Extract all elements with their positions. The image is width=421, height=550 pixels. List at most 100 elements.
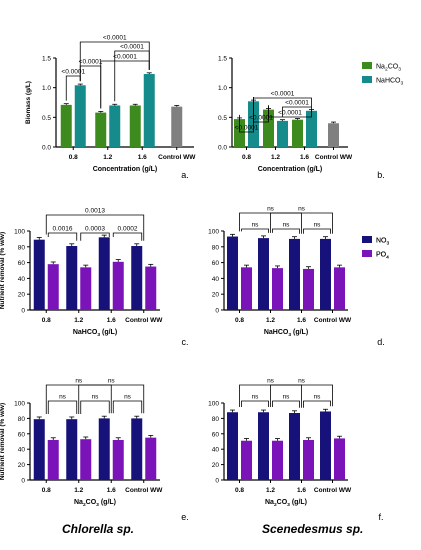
bar-NO3-ControlWW	[131, 246, 143, 310]
significance-label: <0.0001	[278, 110, 302, 117]
significance-label: ns	[59, 394, 67, 401]
bar-PO4-0.8	[241, 267, 252, 310]
significance-label: 0.0002	[118, 226, 138, 233]
bar-NO3-ControlWW	[320, 238, 331, 310]
significance-label: 0.0016	[53, 226, 73, 233]
bar-NO3-ControlWW	[320, 411, 331, 480]
significance-label: ns	[298, 206, 306, 213]
bar-Na2CO3-1.2	[263, 109, 274, 147]
y-tick-label: 0	[21, 308, 25, 315]
significance-label: <0.0001	[79, 59, 103, 66]
x-axis-title: Concentration (g/L)	[258, 166, 323, 173]
legend-swatch	[362, 236, 372, 243]
bar-control-ControlWW	[171, 106, 183, 147]
bar-NO3-1.2	[66, 419, 78, 480]
bar-control-ControlWW	[328, 123, 339, 147]
x-tick-label: Control WW	[125, 317, 163, 324]
y-tick-label: 0	[215, 478, 219, 485]
panel-a: 0.0 0.5 1.0 1.5 0.8 1.2 1.6 Control WW Biomass (…	[25, 35, 196, 181]
significance-label: ns	[108, 378, 116, 385]
y-tick-label: 0.0	[218, 145, 227, 152]
significance-label: ns	[252, 394, 260, 401]
bar-PO4-ControlWW	[145, 437, 157, 480]
panel-letter: c.	[181, 337, 188, 347]
y-tick-label: 1.5	[42, 56, 51, 63]
panel-letter: a.	[181, 170, 189, 180]
x-tick-label: Control WW	[314, 317, 352, 324]
significance-bracket	[241, 400, 269, 408]
significance-bracket	[270, 384, 333, 408]
x-axis-title: Na2CO3 (g/L)	[74, 499, 116, 508]
significance-bracket	[80, 232, 110, 241]
significance-label: <0.0001	[271, 91, 295, 98]
significance-label: <0.0001	[61, 69, 85, 76]
y-tick-label: 0.5	[42, 115, 51, 122]
x-tick-label: 1.2	[266, 317, 275, 324]
y-tick-label: 80	[18, 416, 26, 423]
bar-PO4-ControlWW	[334, 267, 345, 310]
legend-swatch	[362, 76, 372, 83]
y-tick-label: 20	[18, 462, 26, 469]
y-tick-label: 0.5	[218, 115, 227, 122]
y-tick-label: 20	[212, 292, 220, 299]
significance-bracket	[100, 60, 150, 109]
bar-PO4-0.8	[47, 264, 59, 310]
bar-NO3-1.2	[258, 412, 269, 480]
significance-bracket	[47, 400, 78, 414]
legend-swatch	[362, 250, 372, 257]
y-tick-label: 40	[18, 276, 26, 283]
significance-label: ns	[283, 394, 291, 401]
significance-label: <0.0001	[103, 35, 127, 42]
bar-PO4-1.2	[80, 267, 92, 310]
panel-c: 0 20 40 60 80 100 0.8 1.2 1.6 Control WW Nutrient …	[0, 208, 189, 348]
x-tick-label: 1.6	[107, 317, 116, 324]
legend-label: NaHCO3	[376, 78, 404, 87]
x-tick-label: Control WW	[314, 487, 352, 494]
y-tick-label: 60	[212, 431, 220, 438]
bar-Na2CO3-1.2	[95, 112, 107, 147]
x-tick-label: 1.6	[300, 154, 309, 161]
bar-PO4-1.2	[80, 439, 92, 480]
bar-NO3-1.6	[98, 418, 110, 480]
x-tick-label: 0.8	[235, 317, 244, 324]
significance-label: 0.0003	[85, 226, 105, 233]
x-tick-label: 1.6	[107, 487, 116, 494]
x-tick-label: 1.2	[74, 487, 83, 494]
y-axis-title: Biomass (g/L)	[25, 81, 32, 124]
bar-PO4-1.2	[272, 268, 283, 310]
bar-NO3-0.8	[33, 239, 45, 310]
legend-swatch	[362, 62, 372, 69]
significance-bracket	[47, 232, 78, 241]
y-tick-label: 100	[208, 229, 219, 236]
panel-e: 0 20 40 60 80 100 0.8 1.2 1.6 Control WW Nutrient …	[0, 378, 189, 523]
significance-bracket	[282, 106, 312, 117]
significance-bracket	[80, 400, 110, 414]
significance-label: ns	[267, 378, 275, 385]
legend-label: NO3	[376, 238, 390, 247]
y-tick-label: 1.0	[218, 85, 227, 92]
x-tick-label: 1.6	[297, 487, 306, 494]
x-tick-label: 0.8	[69, 154, 78, 161]
bar-PO4-0.8	[241, 440, 252, 480]
legend-label: NO3	[376, 238, 390, 247]
bar-NO3-0.8	[227, 236, 238, 310]
significance-bracket	[253, 97, 312, 107]
x-tick-label: 0.8	[42, 317, 51, 324]
bar-PO4-1.2	[272, 440, 283, 480]
significance-label: ns	[314, 222, 322, 229]
bar-PO4-1.6	[303, 439, 314, 480]
organism-label-left: Chlorella sp.	[62, 522, 135, 536]
significance-bracket	[272, 400, 300, 408]
x-tick-label: 1.2	[103, 154, 112, 161]
significance-label: ns	[267, 206, 275, 213]
significance-bracket	[268, 105, 312, 118]
bar-NaHCO3-1.2	[277, 120, 288, 147]
significance-label: ns	[92, 394, 100, 401]
y-tick-label: 80	[18, 244, 26, 251]
y-tick-label: 20	[212, 462, 220, 469]
panel-b: 0.0 0.5 1.0 1.5 0.8 1.2 1.6 Control WW Concentra…	[218, 56, 404, 181]
x-tick-label: 1.2	[271, 154, 280, 161]
panel-letter: d.	[377, 337, 385, 347]
significance-label: ns	[124, 394, 132, 401]
significance-bracket	[303, 228, 331, 234]
